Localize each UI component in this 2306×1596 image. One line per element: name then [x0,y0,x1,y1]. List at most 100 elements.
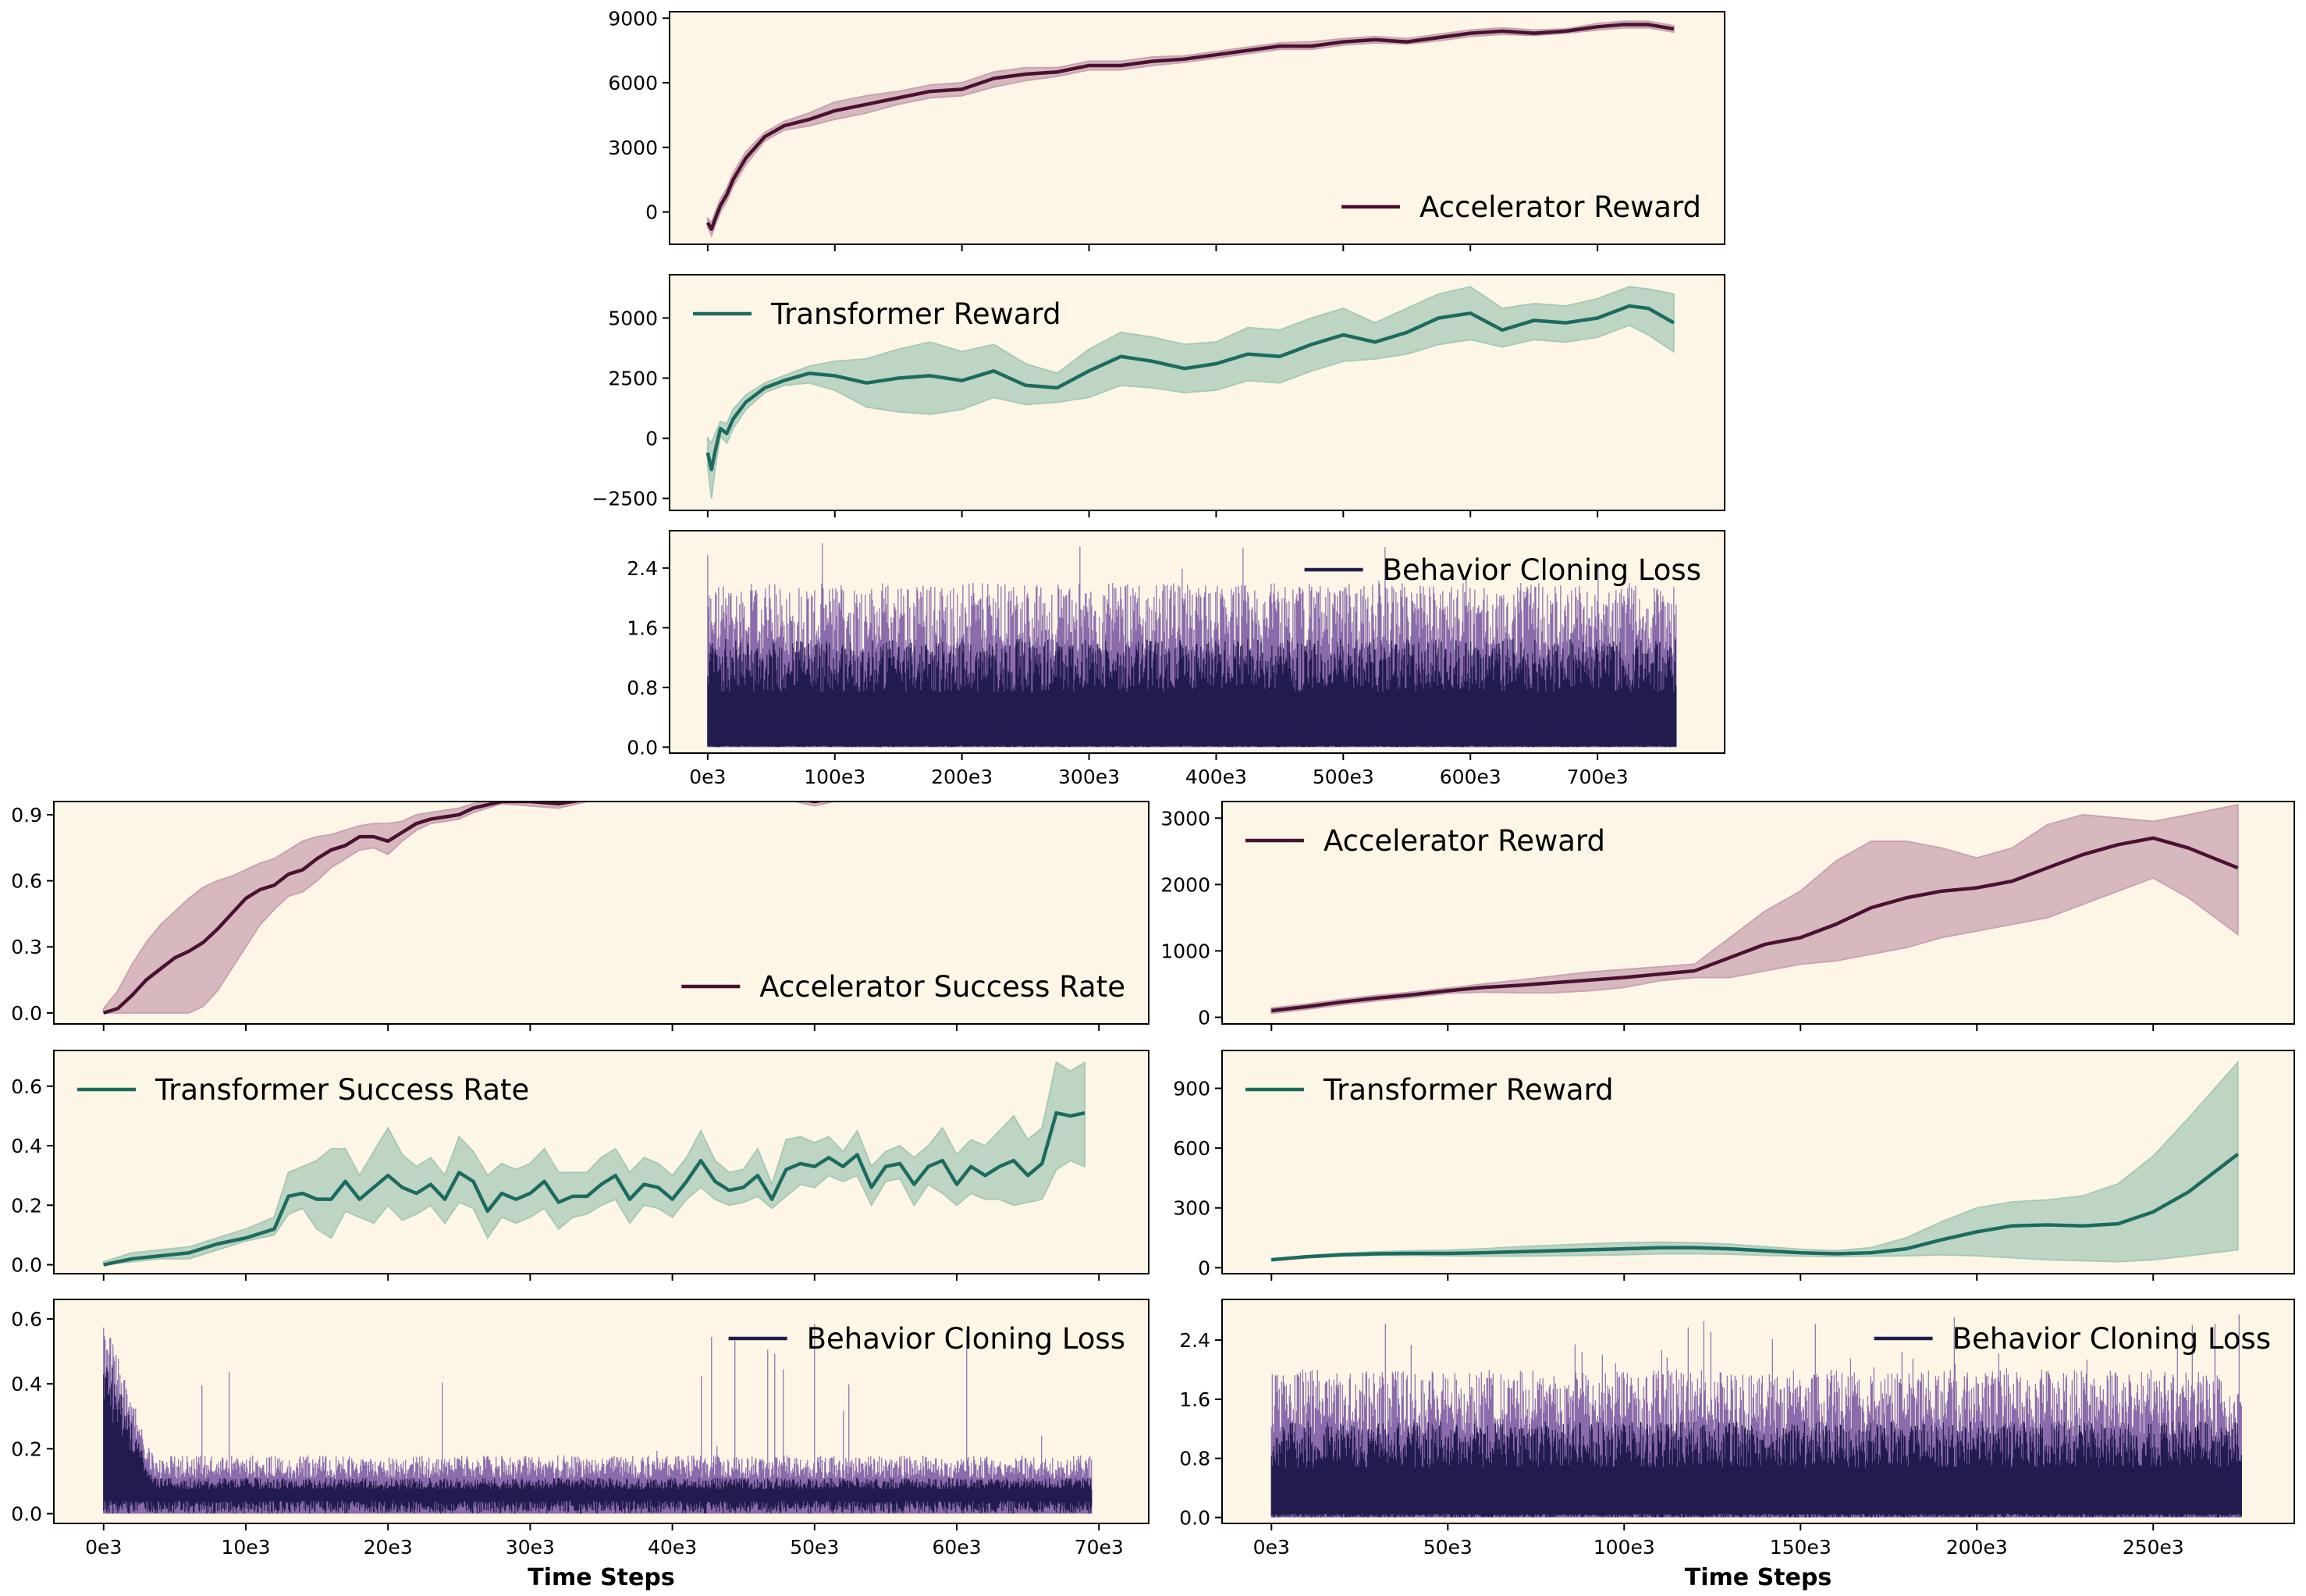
y-tick-label: 0.0 [1179,1506,1210,1529]
y-tick-label: 900 [1173,1078,1210,1100]
x-tick-label: 60e3 [932,1536,981,1559]
y-tick-label: 0.4 [11,1373,42,1395]
confidence-band [706,20,1675,238]
y-tick-label: 0.0 [11,1254,42,1277]
x-tick-label: 30e3 [506,1536,555,1559]
chart-top-bc-loss: 0.0 0.8 1.6 2.4 0e3 100e3 200e3 300e3 400e3 500e3… [627,530,1725,788]
chart-top-accelerator-reward: 0 3000 6000 9000 Accelerator Reward [608,7,1725,251]
x-tick-label: 500e3 [1313,766,1374,788]
y-tick-label: 3000 [1160,807,1210,830]
x-tick-label: 200e3 [1946,1536,2008,1559]
y-tick-label: 0.8 [627,677,658,699]
legend-label: Behavior Cloning Loss [1383,553,1701,587]
x-tick-label: 50e3 [1423,1536,1473,1559]
x-tick-label: 50e3 [790,1536,839,1559]
legend: Accelerator Reward [1341,190,1701,224]
axes-frame [669,274,1725,511]
y-tick-label: 0.4 [11,1135,42,1157]
plot-content [1270,804,2239,1015]
confidence-band [1270,804,2239,1015]
legend: Transformer Reward [1245,1073,1614,1107]
plot-content [705,286,1675,499]
x-tick-label: 150e3 [1770,1536,1832,1559]
plot-content [102,802,1086,1015]
axes-frame [1221,1050,2295,1274]
series-line [1271,836,2239,1013]
y-tick-label: 9000 [608,7,658,30]
x-tick-label: 20e3 [364,1536,413,1559]
legend-label: Accelerator Success Rate [759,970,1125,1004]
y-tick-label: 2500 [608,368,658,390]
axes-frame [669,530,1725,754]
axes-frame [669,11,1725,245]
axes-frame [53,801,1149,1025]
y-tick-label: 0.0 [627,736,658,759]
confidence-band [706,286,1675,499]
noise-core [103,1367,1093,1514]
confidence-band [1270,1060,2239,1263]
x-axis-label: Time Steps [528,1564,674,1591]
axes-frame [53,1050,1149,1274]
chart-top-transformer-reward: −2500 0 2500 5000 Transformer Reward [592,274,1725,517]
y-tick-label: 0.6 [11,1308,42,1331]
x-tick-label: 0e3 [85,1536,122,1559]
x-tick-label: 700e3 [1567,766,1629,788]
plot-content [1270,1314,2242,1518]
y-tick-label: 0.2 [11,1438,42,1460]
axes-frame [1221,801,2295,1025]
y-tick-label: 0 [645,428,658,450]
y-tick-label: 0.0 [11,1002,42,1025]
plot-content [102,1061,1086,1267]
legend-label: Behavior Cloning Loss [1952,1322,2271,1356]
y-tick-label: 2.4 [1179,1329,1210,1352]
x-tick-label: 0e3 [689,766,726,788]
y-tick-label: 0.9 [11,804,42,826]
legend-label: Transformer Reward [1323,1073,1614,1107]
legend: Behavior Cloning Loss [728,1322,1125,1356]
axes-frame [53,1299,1149,1524]
x-tick-label: 0e3 [1253,1536,1290,1559]
series-line [705,304,1675,471]
confidence-band [102,1061,1086,1266]
x-tick-label: 300e3 [1058,766,1120,788]
axes-frame [1221,1299,2295,1524]
legend: Transformer Success Rate [77,1073,529,1107]
legend: Accelerator Reward [1245,824,1605,858]
y-tick-label: 0.6 [11,1075,42,1098]
legend-label: Accelerator Reward [1324,824,1605,858]
y-tick-label: 0.6 [11,870,42,893]
plot-content [1270,1060,2240,1263]
y-tick-label: 1.6 [1179,1388,1210,1411]
y-tick-label: 0 [1198,1257,1210,1279]
x-tick-label: 100e3 [1594,1536,1655,1559]
chart-left-accelerator-success: 0.0 0.3 0.6 0.9 Accelerator Success Rate [11,801,1149,1031]
plot-content [705,20,1675,238]
legend: Accelerator Success Rate [681,970,1125,1004]
x-tick-label: 70e3 [1075,1536,1124,1559]
legend: Transformer Reward [693,297,1061,331]
legend-label: Behavior Cloning Loss [807,1322,1125,1356]
y-tick-label: 0.2 [11,1194,42,1217]
y-tick-label: 0.0 [11,1503,42,1526]
plot-area [670,12,1725,244]
x-tick-label: 200e3 [931,766,993,788]
y-tick-label: 0.3 [11,936,42,958]
series-line [705,23,1675,231]
y-tick-label: 1000 [1160,940,1210,962]
y-tick-label: 600 [1173,1137,1210,1160]
series-line [103,802,826,1015]
y-tick-label: 0.8 [1179,1448,1210,1470]
confidence-band [102,802,1086,1014]
y-tick-label: −2500 [592,488,658,510]
y-tick-label: 300 [1173,1197,1210,1220]
chart-left-bc-loss: 0.0 0.2 0.4 0.6 0e3 10e3 20e3 30e3 40e3 50e3 60e3 7… [11,1299,1149,1591]
chart-left-transformer-success: 0.0 0.2 0.4 0.6 Transformer Success Rate [11,1050,1149,1281]
x-axis-label: Time Steps [1685,1564,1832,1591]
x-tick-label: 10e3 [221,1536,270,1559]
y-tick-label: 5000 [608,307,658,329]
y-tick-label: 3000 [608,137,658,159]
y-tick-label: 1.6 [627,617,658,639]
y-tick-label: 2000 [1160,873,1210,896]
x-tick-label: 400e3 [1185,766,1247,788]
